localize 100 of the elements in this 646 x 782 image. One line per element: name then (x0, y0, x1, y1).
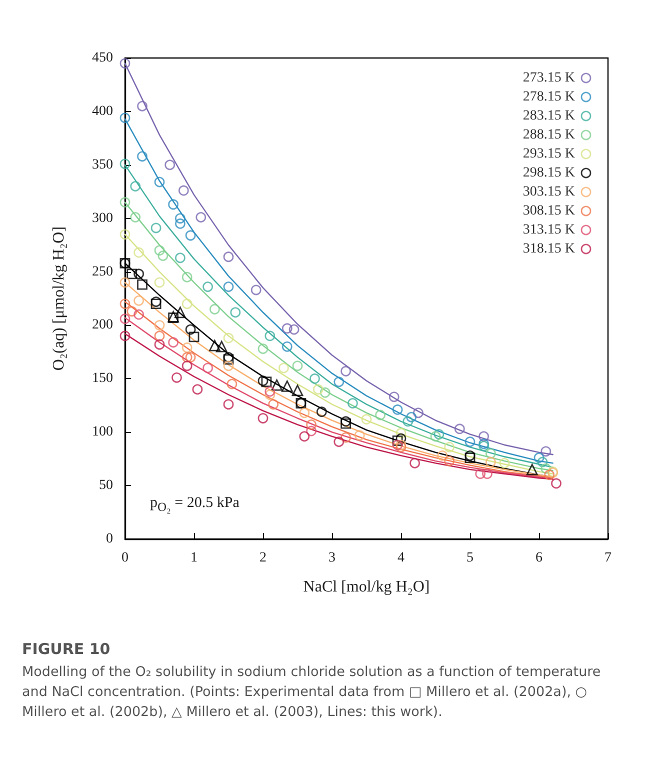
point (320, 387, 330, 398)
point (437, 450, 448, 461)
point (264, 390, 276, 400)
annotation: p$_{O₂}$ = 20.5 kPa (150, 495, 240, 515)
point (210, 304, 220, 314)
point (306, 426, 316, 436)
point (150, 222, 162, 234)
point (120, 330, 130, 342)
point (361, 414, 372, 424)
point (396, 428, 406, 438)
point (281, 380, 293, 392)
point (282, 341, 292, 352)
point (534, 452, 544, 463)
y-tick-label: 250 (92, 264, 113, 280)
point (182, 272, 192, 282)
point (164, 160, 176, 170)
y-axis-title: O₂(aq) [μmol/kg H₂O] (50, 226, 68, 371)
point (196, 212, 206, 222)
point (388, 392, 400, 402)
point (271, 379, 282, 391)
x-tick-label: 3 (328, 550, 336, 566)
x-tick-label: 4 (398, 550, 404, 566)
point (209, 340, 220, 352)
point (306, 419, 316, 430)
point (464, 436, 476, 447)
legend-label: 278.15 K (522, 90, 575, 104)
point (478, 431, 489, 442)
point (464, 452, 476, 463)
point (134, 247, 144, 258)
x-tick-label: 0 (122, 550, 128, 566)
point (154, 277, 165, 288)
y-tick-label: 50 (99, 478, 113, 494)
point (137, 151, 148, 162)
point (172, 372, 182, 383)
point (223, 332, 234, 344)
point (299, 431, 310, 442)
point (537, 456, 548, 468)
point (182, 360, 192, 372)
point (354, 430, 365, 441)
point (192, 384, 203, 395)
point (499, 458, 510, 468)
point (348, 398, 358, 408)
point (182, 298, 192, 310)
point (130, 181, 141, 192)
legend-label: 293.15 K (522, 146, 575, 162)
x-tick-label: 6 (536, 550, 542, 566)
point (551, 478, 562, 489)
point (292, 384, 304, 396)
point (316, 406, 327, 417)
point (392, 440, 403, 450)
y-tick-label: 350 (92, 157, 113, 172)
point (226, 378, 238, 390)
legend-label: 288.15 K (522, 128, 575, 142)
point (154, 176, 165, 188)
point (261, 376, 272, 388)
point (154, 320, 165, 330)
point (182, 352, 192, 362)
point (120, 298, 130, 310)
point (430, 431, 441, 442)
point (178, 185, 189, 196)
point (413, 408, 424, 418)
point (137, 279, 148, 290)
point (482, 468, 492, 479)
point (185, 324, 196, 335)
x-tick-label: 2 (260, 550, 266, 566)
point (340, 366, 351, 376)
point (392, 435, 403, 446)
point (258, 413, 268, 424)
point (250, 284, 262, 296)
point (120, 314, 130, 324)
point (137, 100, 148, 112)
x-axis-title: NaCl [mol/kg H₂O] (303, 578, 430, 596)
point (268, 399, 279, 410)
point (175, 252, 186, 264)
point (182, 342, 192, 353)
point (410, 458, 420, 468)
point (175, 213, 186, 224)
point (158, 250, 168, 261)
legend-label: 318.15 K (522, 242, 575, 256)
point (282, 323, 292, 334)
point (402, 416, 414, 427)
point (154, 245, 165, 256)
point (406, 412, 417, 422)
point (292, 360, 303, 372)
point (264, 386, 276, 397)
point (154, 330, 165, 342)
point (134, 295, 144, 306)
point (223, 252, 234, 262)
point (120, 197, 130, 208)
point (154, 339, 165, 350)
point (392, 404, 403, 415)
point (475, 468, 486, 479)
point (258, 344, 268, 354)
y-tick-label: 100 (92, 424, 113, 440)
point (223, 282, 234, 292)
x-tick-label: 5 (466, 550, 474, 566)
point (464, 450, 476, 461)
point (188, 332, 200, 342)
point (258, 376, 268, 386)
point (174, 306, 186, 318)
